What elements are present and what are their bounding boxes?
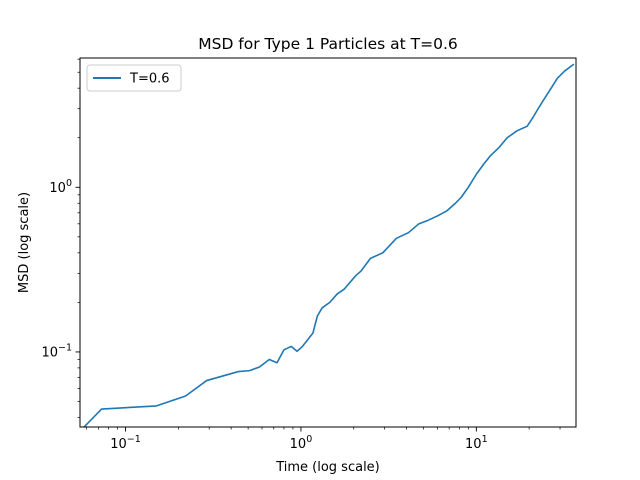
series-line-0 xyxy=(83,63,575,427)
y-axis-label: MSD (log scale) xyxy=(17,192,32,293)
x-axis-label: Time (log scale) xyxy=(275,460,380,475)
chart-title: MSD for Type 1 Particles at T=0.6 xyxy=(198,35,458,53)
legend-label: T=0.6 xyxy=(129,72,170,87)
legend: T=0.6 xyxy=(86,64,182,92)
legend-box xyxy=(86,64,182,92)
plot-area xyxy=(83,63,575,427)
axes-frame xyxy=(79,57,577,428)
